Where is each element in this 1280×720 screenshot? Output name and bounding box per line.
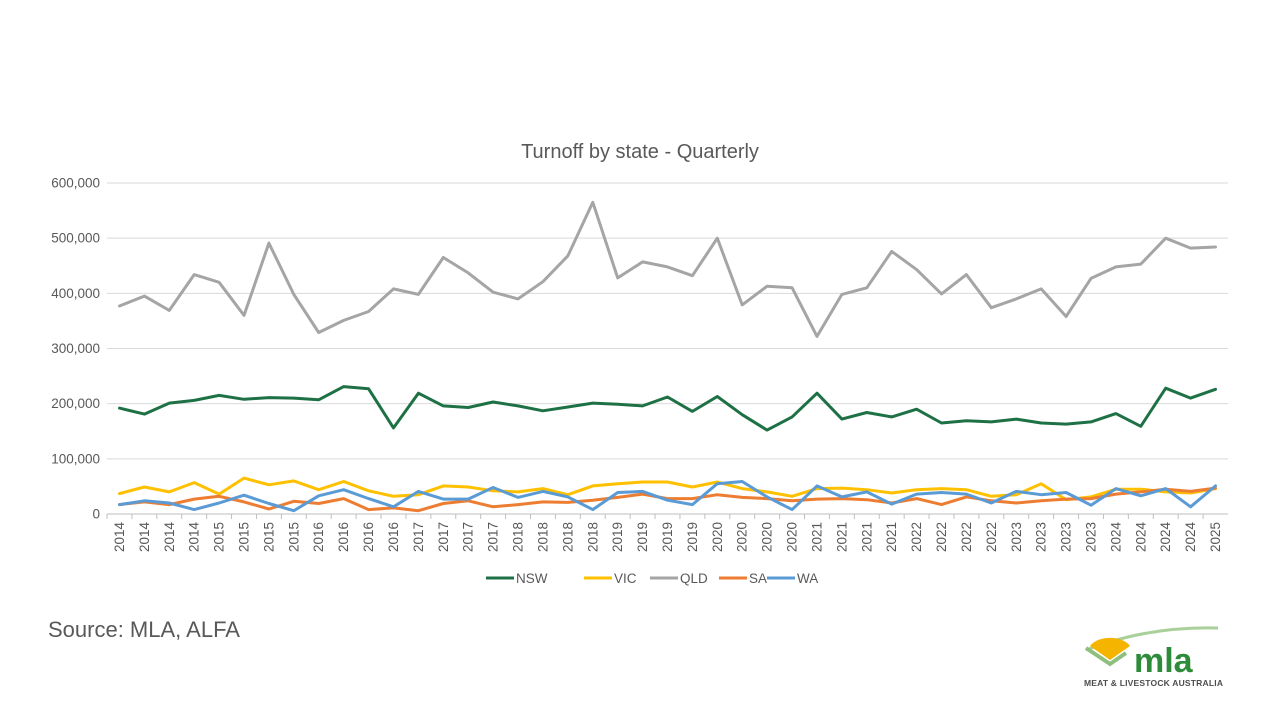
x-tick-label: 2022	[909, 522, 924, 552]
x-tick-label: 2020	[710, 522, 725, 552]
series-line-vic	[118, 476, 1217, 502]
y-tick-label: 200,000	[51, 396, 100, 411]
x-tick-label: 2016	[386, 522, 401, 552]
x-tick-label: 2014	[162, 522, 177, 553]
series-line-sa	[118, 486, 1217, 513]
legend-label-wa: WA	[797, 571, 818, 586]
x-tick-label: 2025	[1208, 522, 1223, 552]
x-tick-label: 2017	[411, 522, 426, 552]
x-tick-label: 2019	[685, 522, 700, 552]
x-tick-label: 2021	[859, 522, 874, 552]
series-lines	[118, 200, 1217, 513]
x-tick-label: 2018	[585, 522, 600, 552]
y-tick-label: 500,000	[51, 231, 100, 246]
x-tick-label: 2015	[237, 522, 252, 552]
x-tick-label: 2024	[1183, 522, 1198, 553]
x-tick-label: 2020	[785, 522, 800, 552]
legend-label-vic: VIC	[614, 571, 637, 586]
x-axis-tick-labels: 2014 2014 2014 2014 2015 2015 2015 2015 2016 2016…	[106, 514, 1223, 553]
x-tick-label: 2014	[137, 522, 152, 553]
series-line-wa	[118, 480, 1217, 513]
x-tick-label: 2015	[286, 522, 301, 552]
x-tick-label: 2016	[311, 522, 326, 552]
x-tick-label: 2022	[984, 522, 999, 552]
y-tick-label: 300,000	[51, 341, 100, 356]
x-tick-label: 2018	[511, 522, 526, 552]
x-tick-label: 2019	[660, 522, 675, 552]
x-tick-label: 2024	[1133, 522, 1148, 553]
x-tick-label: 2019	[610, 522, 625, 552]
x-tick-label: 2022	[959, 522, 974, 552]
logo-tagline: MEAT & LIVESTOCK AUSTRALIA	[1084, 678, 1224, 688]
x-tick-label: 2024	[1158, 522, 1173, 553]
source-note: Source: MLA, ALFA	[48, 617, 240, 642]
series-line-nsw	[118, 385, 1217, 432]
x-tick-label: 2021	[884, 522, 899, 552]
gridlines	[107, 182, 1228, 515]
x-tick-label: 2021	[809, 522, 824, 552]
logo-wordmark: mla	[1134, 642, 1194, 680]
x-tick-label: 2023	[1083, 522, 1098, 552]
x-tick-label: 2023	[1059, 522, 1074, 552]
mla-logo: mla	[1084, 626, 1219, 680]
y-tick-label: 100,000	[51, 451, 100, 466]
logo-sun	[1090, 637, 1130, 660]
x-tick-label: 2016	[361, 522, 376, 552]
x-tick-label: 2023	[1009, 522, 1024, 552]
x-tick-label: 2020	[760, 522, 775, 552]
x-tick-label: 2017	[486, 522, 501, 552]
series-line-qld	[118, 200, 1217, 338]
x-tick-label: 2024	[1108, 522, 1123, 553]
legend: NSW VIC QLD SA WA	[486, 571, 818, 586]
y-tick-label: 0	[92, 507, 100, 522]
chart-title: Turnoff by state - Quarterly	[521, 141, 759, 163]
y-tick-label: 400,000	[51, 286, 100, 301]
y-tick-label: 600,000	[51, 176, 100, 191]
x-tick-label: 2023	[1034, 522, 1049, 552]
x-tick-label: 2015	[261, 522, 276, 552]
x-tick-label: 2014	[112, 522, 127, 553]
legend-label-nsw: NSW	[516, 571, 548, 586]
logo-chevron	[1084, 646, 1128, 667]
x-tick-label: 2022	[934, 522, 949, 552]
x-tick-label: 2015	[212, 522, 227, 552]
x-tick-label: 2017	[461, 522, 476, 552]
x-tick-label: 2018	[560, 522, 575, 552]
legend-label-qld: QLD	[680, 571, 708, 586]
x-tick-label: 2014	[187, 522, 202, 553]
x-tick-label: 2021	[834, 522, 849, 552]
x-tick-label: 2020	[735, 522, 750, 552]
legend-label-sa: SA	[749, 571, 767, 586]
x-tick-label: 2017	[436, 522, 451, 552]
x-tick-label: 2018	[535, 522, 550, 552]
x-tick-label: 2019	[635, 522, 650, 552]
x-tick-label: 2016	[336, 522, 351, 552]
y-axis-tick-labels: 0 100,000 200,000 300,000 400,000 500,000 600,…	[51, 176, 100, 522]
